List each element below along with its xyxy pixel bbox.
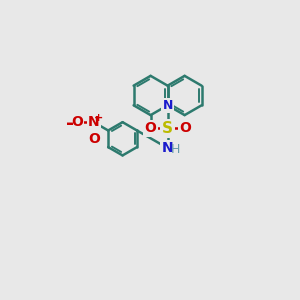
Text: S: S <box>162 121 173 136</box>
Text: -: - <box>66 114 74 133</box>
Text: O: O <box>71 115 83 129</box>
Text: N: N <box>162 99 173 112</box>
Text: O: O <box>179 122 191 135</box>
Text: O: O <box>88 132 100 146</box>
Text: N: N <box>162 141 173 155</box>
Text: H: H <box>170 143 180 156</box>
Text: +: + <box>94 113 104 123</box>
Text: N: N <box>88 115 100 129</box>
Text: O: O <box>144 122 156 135</box>
